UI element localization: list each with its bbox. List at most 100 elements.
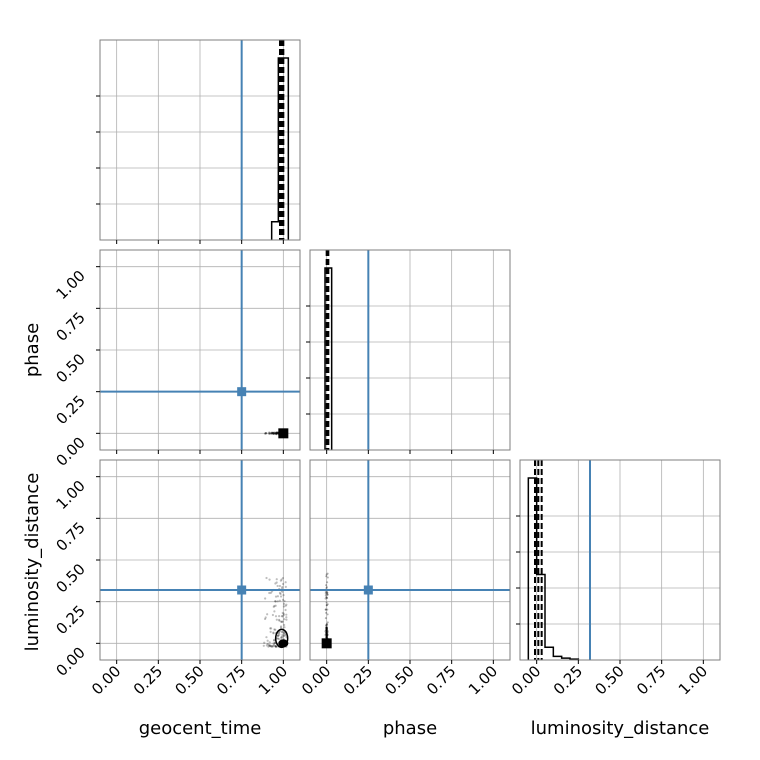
sample-point-geocent_time-vs-phase-28 (275, 431, 278, 434)
sample-column-phase-vs-luminosity_distance (325, 626, 328, 644)
sample-point-geocent_time-vs-luminosity_distance-80 (283, 634, 286, 637)
sample-point-phase-vs-luminosity_distance-41 (325, 622, 328, 625)
sample-point-geocent_time-vs-phase-38 (275, 432, 278, 435)
sample-point-phase-vs-luminosity_distance-75 (325, 623, 328, 626)
sample-point-phase-vs-luminosity_distance-26 (325, 624, 328, 627)
contour-core-geocent_time-vs-luminosity_distance (278, 639, 289, 648)
sample-point-geocent_time-vs-luminosity_distance-133 (272, 605, 275, 608)
sample-point-geocent_time-vs-luminosity_distance-87 (272, 643, 275, 646)
sample-point-geocent_time-vs-luminosity_distance-98 (268, 578, 271, 581)
sample-point-geocent_time-vs-luminosity_distance-34 (281, 615, 284, 618)
tick-label-x-luminosity_distance-4: 1.00 (675, 662, 711, 698)
sample-point-geocent_time-vs-luminosity_distance-90 (285, 616, 288, 619)
sample-point-geocent_time-vs-luminosity_distance-22 (282, 612, 285, 615)
sample-point-phase-vs-luminosity_distance-63 (325, 611, 328, 614)
tick-label-y-luminosity_distance-0: 0.00 (52, 643, 88, 679)
tick-label-x-phase-3: 0.75 (423, 662, 459, 698)
sample-point-geocent_time-vs-luminosity_distance-21 (269, 644, 272, 648)
sample-point-phase-vs-luminosity_distance-19 (326, 621, 329, 624)
sample-point-geocent_time-vs-luminosity_distance-20 (268, 644, 271, 647)
sample-point-geocent_time-vs-phase-53 (275, 431, 278, 434)
sample-point-geocent_time-vs-luminosity_distance-100 (285, 603, 288, 606)
sample-point-geocent_time-vs-luminosity_distance-37 (269, 630, 272, 633)
sample-point-phase-vs-luminosity_distance-52 (326, 613, 329, 616)
sample-point-geocent_time-vs-luminosity_distance-134 (263, 641, 266, 644)
sample-point-geocent_time-vs-luminosity_distance-84 (282, 635, 285, 638)
tick-label-y-luminosity_distance-4: 1.00 (52, 477, 88, 513)
sample-point-geocent_time-vs-luminosity_distance-60 (274, 600, 277, 603)
sample-point-geocent_time-vs-luminosity_distance-122 (273, 641, 277, 645)
sample-point-geocent_time-vs-phase-55 (271, 431, 275, 434)
sample-point-geocent_time-vs-luminosity_distance-38 (277, 637, 280, 641)
tick-label-x-luminosity_distance-1: 0.25 (550, 662, 586, 698)
grid-layer (100, 40, 720, 660)
sample-point-geocent_time-vs-luminosity_distance-150 (282, 594, 285, 597)
sample-point-geocent_time-vs-phase-40 (276, 431, 279, 434)
sample-point-geocent_time-vs-luminosity_distance-131 (283, 618, 286, 621)
sample-point-geocent_time-vs-luminosity_distance-58 (284, 608, 287, 612)
sample-point-geocent_time-vs-luminosity_distance-18 (275, 645, 278, 648)
sample-point-geocent_time-vs-luminosity_distance-59 (263, 617, 267, 621)
sample-point-phase-vs-luminosity_distance-27 (325, 596, 328, 599)
sample-point-geocent_time-vs-luminosity_distance-85 (265, 576, 268, 580)
sample-point-geocent_time-vs-phase-43 (264, 432, 267, 435)
sample-point-geocent_time-vs-luminosity_distance-39 (281, 620, 284, 623)
sample-point-geocent_time-vs-phase-27 (274, 432, 277, 435)
y-axis-label-luminosity-distance: luminosity_distance (22, 473, 43, 652)
sample-point-geocent_time-vs-phase-10 (268, 432, 272, 435)
sample-point-geocent_time-vs-luminosity_distance-0 (279, 595, 283, 598)
sample-point-phase-vs-luminosity_distance-1 (325, 604, 328, 607)
sample-point-geocent_time-vs-luminosity_distance-99 (283, 623, 286, 627)
sample-point-geocent_time-vs-luminosity_distance-8 (281, 633, 284, 637)
sample-point-geocent_time-vs-luminosity_distance-152 (270, 627, 273, 630)
sample-point-phase-vs-luminosity_distance-36 (324, 597, 327, 600)
sample-point-geocent_time-vs-luminosity_distance-132 (272, 631, 275, 634)
tick-label-y-phase-2: 0.50 (52, 350, 88, 386)
sample-point-geocent_time-vs-phase-3 (270, 431, 273, 434)
sample-point-phase-vs-luminosity_distance-46 (326, 591, 329, 594)
sample-point-geocent_time-vs-phase-37 (265, 432, 268, 435)
sample-point-geocent_time-vs-luminosity_distance-29 (279, 579, 283, 582)
sample-point-geocent_time-vs-phase-48 (270, 432, 274, 435)
tick-layer: 0.000.250.500.751.000.00 0.25 0.50 0.75 1.00… (52, 95, 711, 698)
sample-point-geocent_time-vs-luminosity_distance-4 (281, 631, 284, 634)
sample-point-geocent_time-vs-luminosity_distance-49 (276, 637, 280, 640)
sample-point-phase-vs-luminosity_distance-34 (325, 586, 328, 589)
sample-point-geocent_time-vs-luminosity_distance-2 (273, 628, 276, 631)
tick-label-x-phase-2: 0.50 (381, 662, 417, 698)
sample-point-geocent_time-vs-luminosity_distance-155 (276, 600, 279, 603)
tick-label-x-geocent_time-4: 1.00 (255, 662, 291, 698)
histogram-geocent_time (270, 57, 290, 240)
tick-label-x-luminosity_distance-3: 0.75 (633, 662, 669, 698)
x-axis-label-luminosity-distance: luminosity_distance (531, 718, 710, 739)
sample-point-geocent_time-vs-luminosity_distance-28 (272, 642, 275, 645)
sample-point-phase-vs-luminosity_distance-35 (325, 587, 328, 590)
tick-label-x-geocent_time-3: 0.75 (213, 662, 249, 698)
sample-point-geocent_time-vs-luminosity_distance-13 (285, 613, 288, 616)
truth-marker-geocent_time-vs-phase (237, 387, 247, 397)
sample-point-geocent_time-vs-luminosity_distance-66 (274, 595, 278, 598)
sample-point-geocent_time-vs-luminosity_distance-55 (274, 604, 277, 607)
sample-point-geocent_time-vs-phase-54 (273, 431, 276, 434)
sample-point-geocent_time-vs-luminosity_distance-61 (282, 582, 285, 586)
tick-label-y-phase-0: 0.00 (52, 433, 88, 469)
tick-label-x-geocent_time-0: 0.00 (88, 662, 124, 698)
sample-point-geocent_time-vs-phase-57 (264, 432, 267, 435)
sample-point-geocent_time-vs-luminosity_distance-101 (281, 598, 285, 601)
sample-point-geocent_time-vs-luminosity_distance-77 (273, 604, 276, 608)
sample-point-phase-vs-luminosity_distance-13 (326, 608, 329, 611)
sample-point-geocent_time-vs-luminosity_distance-76 (271, 645, 274, 648)
sample-point-geocent_time-vs-luminosity_distance-81 (280, 620, 283, 624)
data-layer (262, 40, 580, 660)
sample-point-geocent_time-vs-luminosity_distance-47 (276, 584, 279, 588)
sample-point-geocent_time-vs-luminosity_distance-62 (278, 591, 282, 594)
sample-point-phase-vs-luminosity_distance-49 (324, 608, 327, 611)
sample-point-phase-vs-luminosity_distance-73 (326, 593, 329, 596)
sample-point-geocent_time-vs-luminosity_distance-97 (275, 645, 278, 648)
sample-point-geocent_time-vs-luminosity_distance-52 (281, 576, 285, 580)
sample-point-geocent_time-vs-luminosity_distance-88 (281, 586, 284, 589)
sample-point-geocent_time-vs-luminosity_distance-143 (275, 581, 278, 584)
sample-point-geocent_time-vs-luminosity_distance-86 (282, 602, 286, 605)
tick-label-x-geocent_time-1: 0.25 (130, 662, 166, 698)
sample-point-geocent_time-vs-luminosity_distance-157 (276, 634, 279, 637)
